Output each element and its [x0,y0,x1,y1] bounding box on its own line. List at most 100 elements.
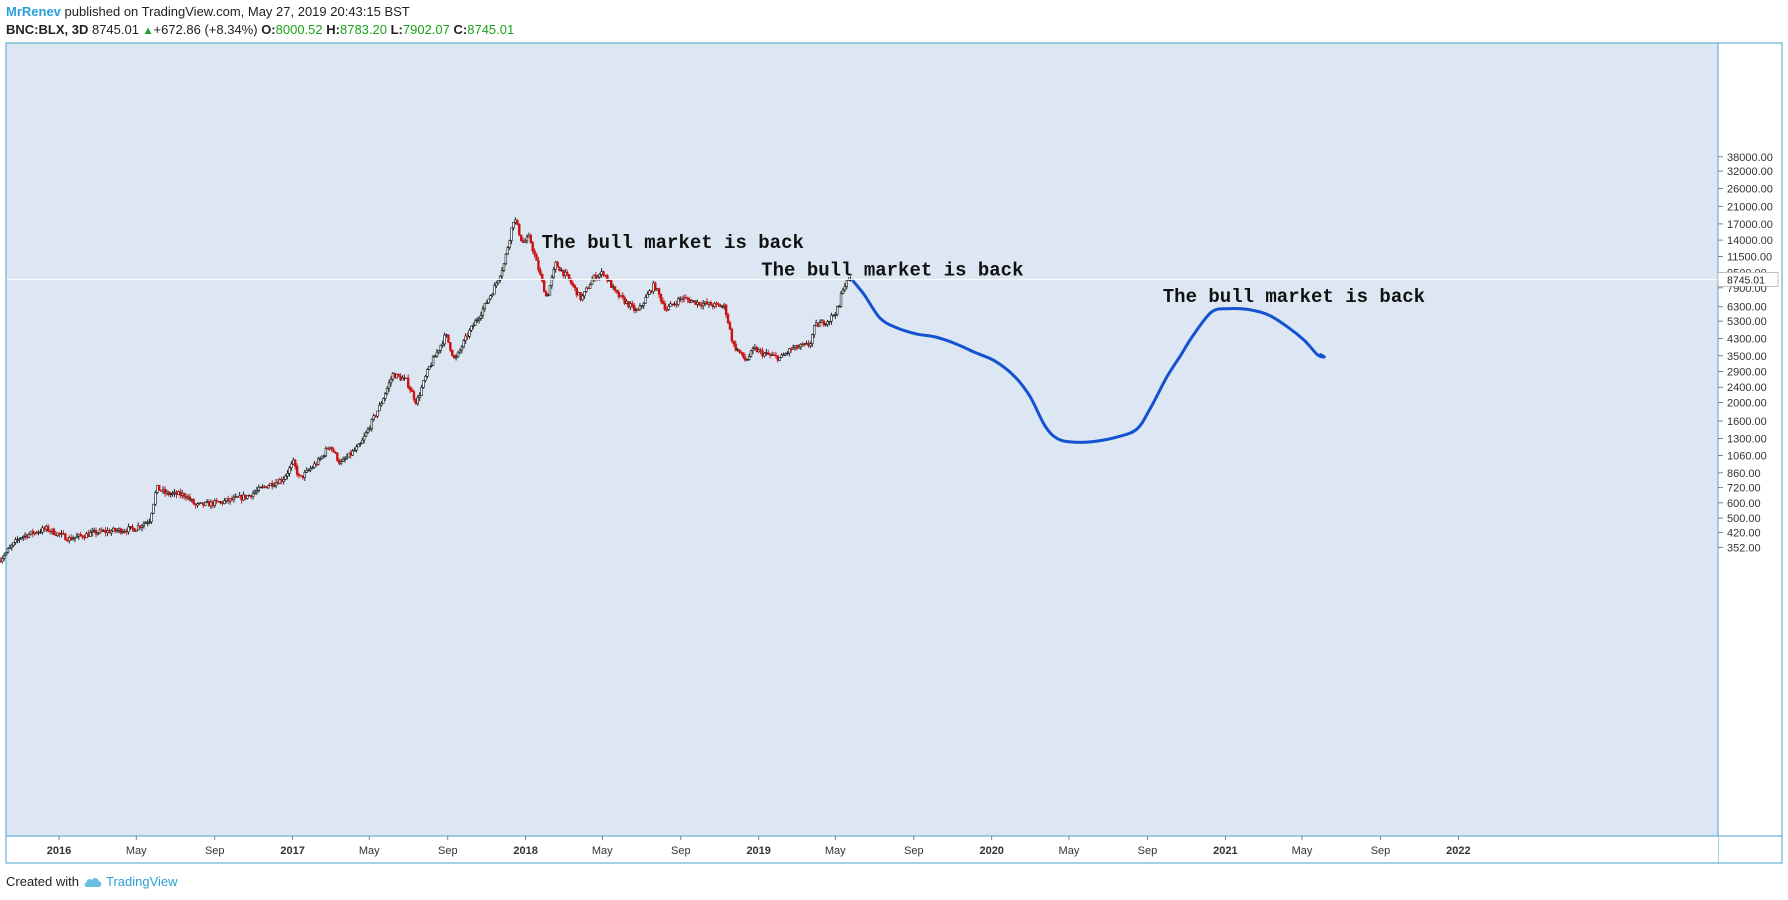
candle [167,490,171,497]
current-price-tag: 8745.01 [1717,272,1779,287]
candle [46,524,50,533]
candle [16,536,19,544]
candle [171,490,174,497]
candle [497,279,500,285]
y-tick-label: 420.00 [1727,528,1761,540]
close-label: C: [453,22,468,37]
candle [638,303,642,311]
candle [577,291,580,296]
candle [142,521,146,529]
x-axis-panel[interactable] [6,836,1718,863]
candle [376,410,379,419]
candle [426,367,429,379]
x-tick-label: Sep [904,845,924,857]
y-tick-label: 500.00 [1727,513,1761,525]
y-axis-panel[interactable] [1718,43,1782,836]
candle [619,294,622,298]
candle [539,266,542,276]
candle [520,234,523,242]
candle [677,296,680,307]
price-change: +672.86 (+8.34%) [153,22,258,37]
candle [389,376,393,387]
candle [763,352,766,358]
x-axis-labels: 2016 May Sep 2017 May Sep 2018 May Sep 2019 May Sep… [47,836,1471,857]
x-tick-label: 2017 [280,845,304,857]
projection-drawing[interactable] [851,279,1326,444]
candle [154,490,157,507]
candle [456,351,460,358]
annotation-text[interactable]: The bull market is back [1163,286,1425,308]
candle [841,287,845,295]
candle [575,287,578,298]
candle [698,301,701,307]
candle [156,484,159,495]
candle [631,300,634,309]
annotation-text[interactable]: The bull market is back [761,260,1023,282]
candle [474,318,477,326]
candle [657,287,661,298]
candle [826,319,829,327]
candle [309,465,312,473]
candle [2,552,6,562]
candle [475,317,479,323]
candle [479,311,483,321]
candle [535,252,538,261]
tradingview-logo[interactable]: TradingView [83,874,178,889]
candle [14,537,17,545]
candle [813,324,816,338]
candle [330,446,333,452]
annotation-text[interactable]: The bull market is back [542,232,804,254]
candle [313,461,316,469]
candle [694,300,697,306]
candle [654,281,657,291]
candle [257,484,261,493]
candle [709,300,713,306]
candle [483,302,487,312]
candle [299,475,303,477]
candle [357,443,360,448]
candle [6,547,10,554]
candle [542,278,546,293]
tradingview-brand: TradingView [105,874,178,889]
chart-plot-area[interactable] [6,43,1718,836]
candle [320,455,324,460]
candle [701,299,705,310]
candle [131,523,134,532]
candle [713,301,716,309]
candle [799,342,803,350]
candle [544,290,548,298]
candle [52,527,56,536]
candle [253,489,257,495]
candle [585,286,588,293]
candle [223,497,226,505]
y-tick-label: 3500.00 [1727,351,1767,363]
candle [724,304,728,318]
candle [418,392,421,402]
candle [552,266,555,280]
candle [550,274,554,289]
candle [307,468,310,472]
change-up-icon: ▲ [142,25,154,37]
author-link[interactable]: MrRenev [6,4,61,19]
candle [843,283,847,293]
candle [364,430,368,438]
candle [295,463,299,477]
candle [382,397,385,404]
candle [717,302,720,307]
y-tick-label: 32000.00 [1727,166,1773,178]
candle [529,233,532,244]
candle [621,292,624,300]
candle [759,347,762,355]
candle [0,555,4,564]
candle [510,227,513,245]
y-tick-label: 1300.00 [1727,433,1767,445]
candle [780,352,783,359]
candle [811,333,814,348]
close-value: 8745.01 [467,22,515,37]
candle [362,432,366,444]
candle [449,342,452,353]
candle [303,469,306,481]
candle [755,345,758,353]
y-tick-label: 26000.00 [1727,183,1773,195]
